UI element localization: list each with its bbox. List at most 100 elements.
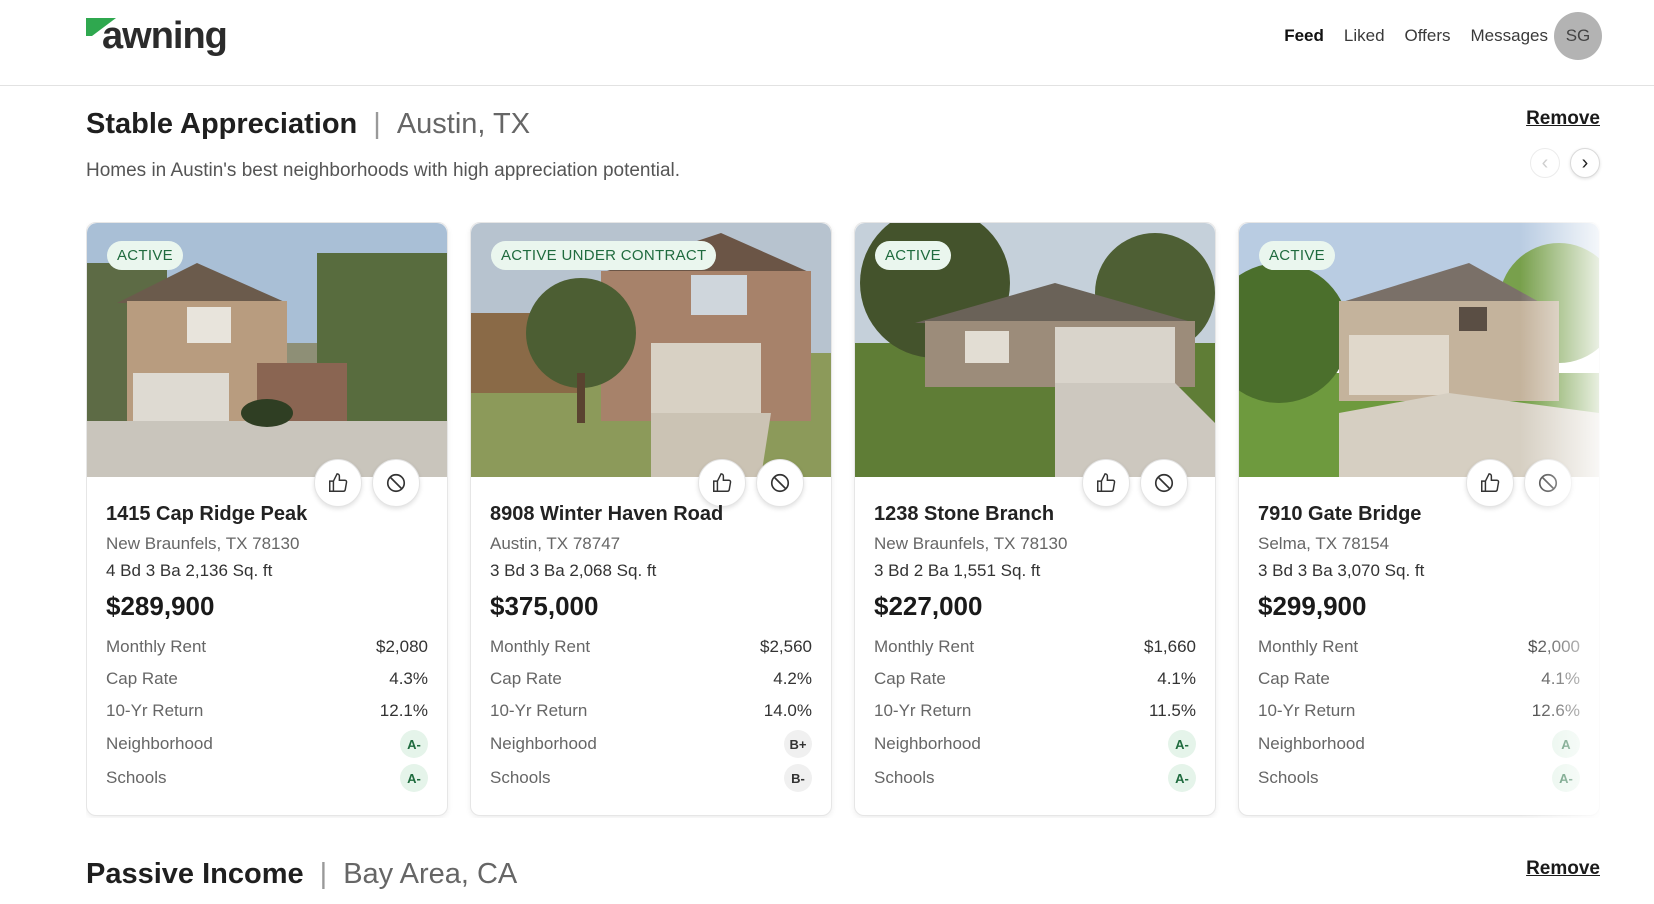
nav-liked[interactable]: Liked xyxy=(1343,26,1385,45)
section-location: Austin, TX xyxy=(396,108,531,140)
listing-city: New Braunfels, TX 78130 xyxy=(106,534,300,553)
listing-carousel: ACTIVE 1415 Cap Ridge Peak New Braunfels… xyxy=(86,222,1600,818)
metric-label: Monthly Rent xyxy=(490,637,591,656)
section-name: Stable Appreciation xyxy=(86,108,358,140)
carousel-controls: ‹ › xyxy=(1530,148,1600,178)
metric-monthly-rent: Monthly Rent $2,560 xyxy=(490,635,812,659)
property-photo[interactable]: ACTIVE xyxy=(87,223,447,477)
metric-value: $1,660 xyxy=(1144,637,1196,656)
metric-neighborhood: Neighborhood A- xyxy=(106,730,428,758)
metric-monthly-rent: Monthly Rent $2,000 xyxy=(1258,635,1580,659)
section-location: Bay Area, CA xyxy=(343,858,518,890)
neighborhood-grade-badge: A- xyxy=(400,730,428,758)
property-photo[interactable]: ACTIVE xyxy=(1239,223,1599,477)
listing-card[interactable]: ACTIVE 1415 Cap Ridge Peak New Braunfels… xyxy=(86,222,448,816)
schools-grade-badge: A- xyxy=(1168,764,1196,792)
listing-card[interactable]: ACTIVE 1238 Stone Branch New Braunfels, … xyxy=(854,222,1216,816)
metric-label: 10-Yr Return xyxy=(1258,701,1356,720)
metric-value: $2,560 xyxy=(760,637,812,656)
listing-specs: 3 Bd 3 Ba 2,068 Sq. ft xyxy=(490,561,657,580)
metric-monthly-rent: Monthly Rent $2,080 xyxy=(106,635,428,659)
metric-label: 10-Yr Return xyxy=(490,701,588,720)
metric-label: Schools xyxy=(490,768,551,787)
listing-card[interactable]: ACTIVE 7910 Gate Bridge Selma, TX 78154 … xyxy=(1238,222,1600,816)
metric-value: 4.1% xyxy=(1541,669,1580,688)
metric-neighborhood: Neighborhood A- xyxy=(874,730,1196,758)
awning-logo[interactable]: awning xyxy=(86,14,228,58)
listing-price: $227,000 xyxy=(874,591,983,621)
remove-section-button[interactable]: Remove xyxy=(1526,858,1600,879)
chevron-left-icon[interactable]: ‹ xyxy=(1530,148,1560,178)
metric-cap-rate: Cap Rate 4.1% xyxy=(874,667,1196,691)
main-nav: Feed Liked Offers Messages xyxy=(1284,0,1548,72)
nav-feed[interactable]: Feed xyxy=(1284,26,1324,45)
section-title: Passive Income | Bay Area, CA xyxy=(86,858,1600,891)
metric-label: Schools xyxy=(1258,768,1319,787)
metric-cap-rate: Cap Rate 4.2% xyxy=(490,667,812,691)
metric-ten-yr-return: 10-Yr Return 14.0% xyxy=(490,699,812,723)
metric-value: $2,000 xyxy=(1528,637,1580,656)
status-badge: ACTIVE xyxy=(1259,241,1335,270)
remove-section-button[interactable]: Remove xyxy=(1526,108,1600,129)
listing-price: $289,900 xyxy=(106,591,215,621)
block-icon[interactable] xyxy=(1524,459,1572,507)
thumbs-up-icon[interactable] xyxy=(1466,459,1514,507)
listing-address: 8908 Winter Haven Road xyxy=(490,503,724,525)
listing-card[interactable]: ACTIVE UNDER CONTRACT 8908 Winter Haven … xyxy=(470,222,832,816)
property-photo[interactable]: ACTIVE xyxy=(855,223,1215,477)
nav-offers[interactable]: Offers xyxy=(1404,26,1451,45)
metric-ten-yr-return: 10-Yr Return 12.1% xyxy=(106,699,428,723)
metric-label: Schools xyxy=(106,768,167,787)
listing-city: Selma, TX 78154 xyxy=(1258,534,1390,553)
thumbs-up-icon[interactable] xyxy=(314,459,362,507)
chevron-right-icon[interactable]: › xyxy=(1570,148,1600,178)
section-passive-income: Passive Income | Bay Area, CA Remove xyxy=(86,858,1600,904)
schools-grade-badge: B- xyxy=(784,764,812,792)
listing-city: New Braunfels, TX 78130 xyxy=(874,534,1068,553)
block-icon[interactable] xyxy=(756,459,804,507)
block-icon[interactable] xyxy=(1140,459,1188,507)
metric-value: 4.1% xyxy=(1157,669,1196,688)
metric-value: 4.2% xyxy=(773,669,812,688)
metric-label: Monthly Rent xyxy=(1258,637,1359,656)
metric-ten-yr-return: 10-Yr Return 11.5% xyxy=(874,699,1196,723)
metric-value: $2,080 xyxy=(376,637,428,656)
metric-ten-yr-return: 10-Yr Return 12.6% xyxy=(1258,699,1580,723)
metric-label: 10-Yr Return xyxy=(874,701,972,720)
section-title: Stable Appreciation | Austin, TX xyxy=(86,108,1600,141)
metric-cap-rate: Cap Rate 4.3% xyxy=(106,667,428,691)
metric-value: 14.0% xyxy=(763,701,812,720)
metric-monthly-rent: Monthly Rent $1,660 xyxy=(874,635,1196,659)
listing-price: $375,000 xyxy=(490,591,599,621)
metric-value: 12.1% xyxy=(379,701,428,720)
block-icon[interactable] xyxy=(372,459,420,507)
metric-value: 4.3% xyxy=(389,669,428,688)
listing-address: 1415 Cap Ridge Peak xyxy=(106,503,308,525)
neighborhood-grade-badge: B+ xyxy=(784,730,812,758)
thumbs-up-icon[interactable] xyxy=(1082,459,1130,507)
metric-schools: Schools A- xyxy=(1258,764,1580,792)
listing-city: Austin, TX 78747 xyxy=(490,534,621,553)
metric-label: Neighborhood xyxy=(106,734,213,753)
logo-flag-icon xyxy=(86,18,116,36)
section-name: Passive Income xyxy=(86,858,304,890)
listing-price: $299,900 xyxy=(1258,591,1367,621)
section-stable-appreciation: Stable Appreciation | Austin, TX Remove … xyxy=(86,108,1600,198)
metric-label: Schools xyxy=(874,768,935,787)
top-header: awning Feed Liked Offers Messages SG xyxy=(0,0,1654,86)
section-description: Homes in Austin's best neighborhoods wit… xyxy=(86,160,681,181)
metric-label: Cap Rate xyxy=(874,669,946,688)
thumbs-up-icon[interactable] xyxy=(698,459,746,507)
listing-address: 7910 Gate Bridge xyxy=(1258,503,1422,525)
metric-label: Cap Rate xyxy=(1258,669,1330,688)
nav-messages[interactable]: Messages xyxy=(1470,26,1548,45)
neighborhood-grade-badge: A- xyxy=(1168,730,1196,758)
property-photo[interactable]: ACTIVE UNDER CONTRACT xyxy=(471,223,831,477)
listing-address: 1238 Stone Branch xyxy=(874,503,1055,525)
listing-specs: 3 Bd 2 Ba 1,551 Sq. ft xyxy=(874,561,1041,580)
metric-neighborhood: Neighborhood A xyxy=(1258,730,1580,758)
user-avatar[interactable]: SG xyxy=(1554,12,1602,60)
neighborhood-grade-badge: A xyxy=(1552,730,1580,758)
metric-label: Neighborhood xyxy=(874,734,981,753)
metric-cap-rate: Cap Rate 4.1% xyxy=(1258,667,1580,691)
